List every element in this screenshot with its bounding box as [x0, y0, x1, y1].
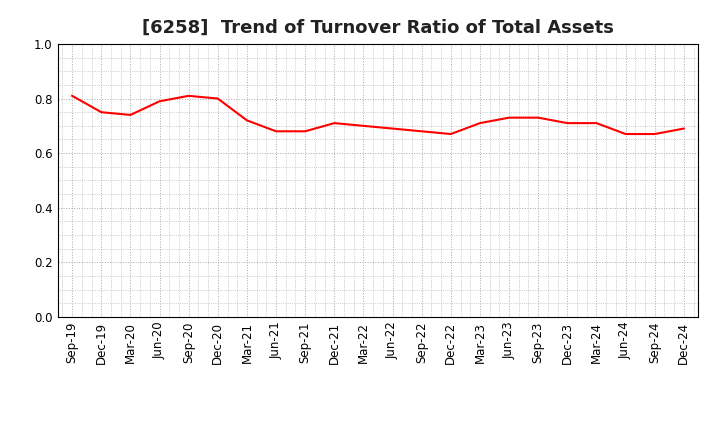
Title: [6258]  Trend of Turnover Ratio of Total Assets: [6258] Trend of Turnover Ratio of Total …: [142, 19, 614, 37]
